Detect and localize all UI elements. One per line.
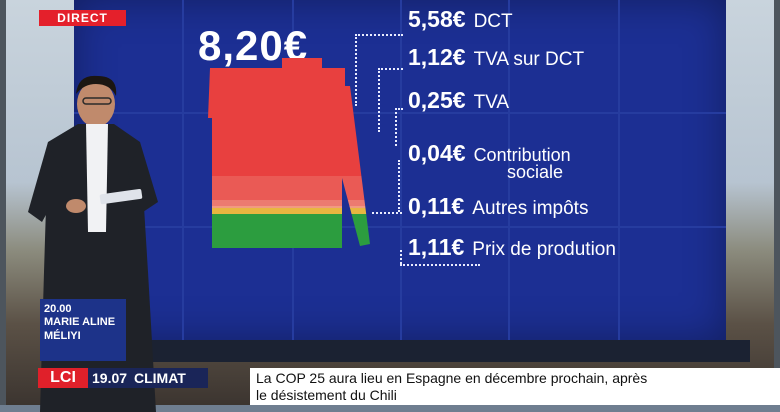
item-contribution: 0,04€ Contribution [408, 140, 571, 166]
item-production: 1,11€ Prix de prodution [408, 234, 616, 260]
presenter-figure [28, 75, 158, 412]
channel-logo: LCI [38, 368, 88, 388]
item-contribution-line2: sociale [507, 162, 564, 182]
ticker-headline: La COP 25 aura lieu en Espagne en décemb… [250, 368, 780, 405]
window-frame-left [0, 0, 6, 405]
studio-screen [74, 0, 726, 340]
presenter-name-tag: 20.00 MARIE ALINE MÉLIYI [40, 299, 126, 361]
window-frame-right [774, 0, 780, 405]
item-dct: 5,58€ DCT [408, 6, 513, 32]
item-autres-impots: 0,11€ Autres impôts [408, 193, 589, 219]
ticker-topic: CLIMAT [130, 368, 208, 388]
segment-dct [208, 68, 370, 176]
news-ticker: LCI 19.07 CLIMAT La COP 25 aura lieu en … [38, 368, 780, 405]
ticker-time: 19.07 [88, 368, 132, 388]
segment-autres-impots [208, 208, 370, 214]
segment-contribution [208, 206, 370, 208]
live-badge: DIRECT [39, 10, 126, 26]
screen-base [60, 340, 750, 362]
segment-production [208, 214, 370, 248]
segment-tva [208, 200, 370, 206]
item-tva-dct: 1,12€ TVA sur DCT [408, 44, 585, 70]
item-tva: 0,25€ TVA [408, 87, 510, 113]
segment-tva-dct [208, 176, 370, 200]
jerrycan-chart [208, 58, 370, 248]
